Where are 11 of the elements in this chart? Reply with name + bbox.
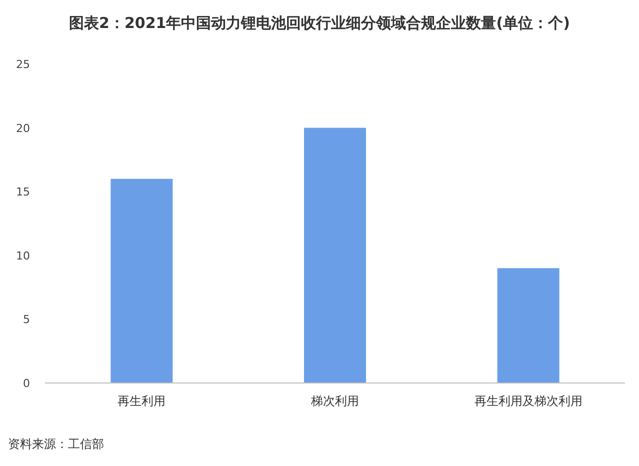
- y-tick-label: 0: [23, 377, 30, 390]
- x-tick-label: 梯次利用: [310, 394, 359, 408]
- x-tick-label: 再生利用: [118, 394, 166, 408]
- x-tick-label: 再生利用及梯次利用: [474, 394, 582, 408]
- y-tick-label: 5: [23, 313, 30, 326]
- y-tick-label: 15: [16, 186, 30, 199]
- y-tick-label: 25: [16, 58, 30, 71]
- chart-title: 图表2：2021年中国动力锂电池回收行业细分领域合规企业数量(单位：个): [69, 14, 570, 32]
- text: 资料来源：工信部: [8, 437, 104, 451]
- y-tick-label: 20: [16, 122, 30, 135]
- y-tick-label: 10: [16, 249, 30, 262]
